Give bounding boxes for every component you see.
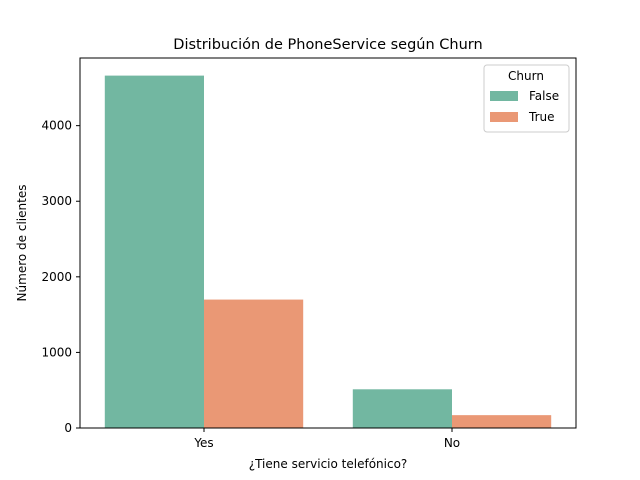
y-tick-label-0: 0 (64, 421, 72, 435)
x-axis: Yes No (193, 428, 460, 450)
y-tick-label-1000: 1000 (41, 345, 72, 359)
y-tick-label-2000: 2000 (41, 270, 72, 284)
x-axis-label: ¿Tiene servicio telefónico? (249, 457, 408, 471)
legend: Churn False True (483, 64, 570, 133)
x-tick-label-yes: Yes (193, 436, 213, 450)
y-axis: 0 1000 2000 3000 4000 (41, 119, 80, 435)
x-tick-label-no: No (444, 436, 460, 450)
bar-no-true (452, 415, 552, 428)
legend-label-false: False (529, 89, 559, 103)
bars-layer (104, 75, 552, 428)
legend-swatch-true (490, 112, 518, 122)
y-axis-label: Número de clientes (15, 185, 29, 302)
y-tick-label-4000: 4000 (41, 119, 72, 133)
bar-no-false (352, 389, 452, 428)
legend-label-true: True (528, 110, 555, 124)
bar-yes-false (104, 75, 204, 428)
y-tick-label-3000: 3000 (41, 194, 72, 208)
legend-swatch-false (490, 91, 518, 101)
chart-title: Distribución de PhoneService según Churn (173, 37, 482, 53)
legend-title: Churn (508, 69, 544, 83)
bar-yes-true (204, 299, 304, 428)
plot-frame (79, 57, 577, 429)
